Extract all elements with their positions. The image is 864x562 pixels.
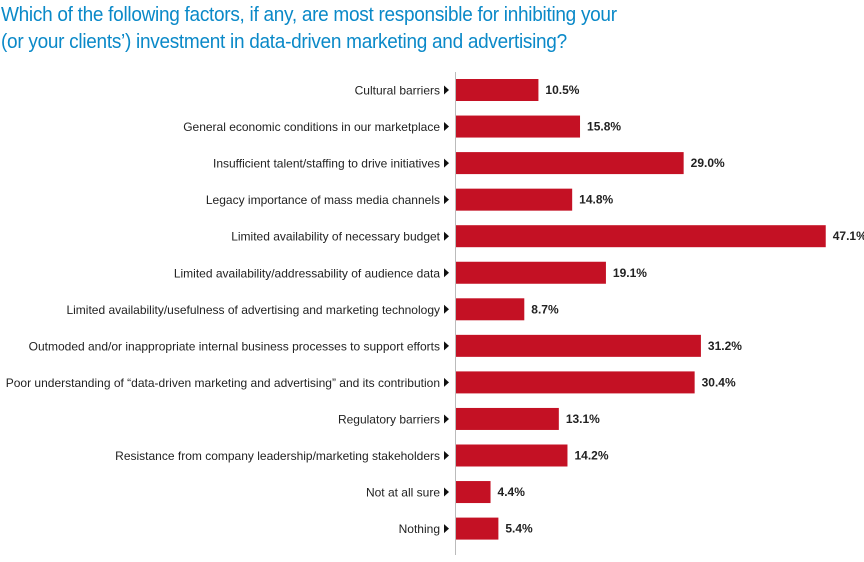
triangle-pointer-icon	[444, 377, 449, 387]
category-label: Resistance from company leadership/marke…	[115, 449, 440, 463]
bar	[456, 79, 539, 101]
value-label: 13.1%	[566, 412, 600, 426]
chart-title: Which of the following factors, if any, …	[1, 2, 818, 56]
chart-title-line-1: Which of the following factors, if any, …	[1, 4, 617, 26]
category-label: Limited availability/addressability of a…	[174, 266, 440, 280]
category-label: Insufficient talent/staffing to drive in…	[213, 157, 440, 171]
triangle-pointer-icon	[444, 524, 449, 534]
value-label: 5.4%	[505, 522, 533, 536]
value-label: 31.2%	[708, 339, 742, 353]
bar	[456, 444, 568, 467]
bar	[456, 225, 826, 248]
bar	[456, 407, 559, 430]
value-label: 4.4%	[498, 485, 526, 499]
value-label: 30.4%	[702, 375, 736, 389]
category-label: Nothing	[399, 522, 440, 536]
category-label: General economic conditions in our marke…	[183, 120, 440, 134]
triangle-pointer-icon	[444, 195, 449, 205]
bar	[456, 188, 573, 211]
triangle-pointer-icon	[444, 304, 449, 314]
bar	[456, 481, 491, 504]
value-label: 19.1%	[613, 266, 647, 280]
triangle-pointer-icon	[444, 85, 449, 95]
category-label: Limited availability of necessary budget	[231, 230, 440, 244]
value-label: 15.8%	[587, 120, 621, 134]
triangle-pointer-icon	[444, 122, 449, 132]
category-label: Regulatory barriers	[338, 412, 440, 426]
triangle-pointer-icon	[444, 341, 449, 351]
value-label: 47.1%	[833, 229, 864, 243]
bar	[456, 517, 499, 540]
bar	[456, 371, 695, 394]
category-label: Poor understanding of “data-driven marke…	[6, 376, 440, 390]
value-label: 14.2%	[574, 449, 608, 463]
triangle-pointer-icon	[444, 487, 449, 497]
value-label: 29.0%	[691, 156, 725, 170]
category-label: Legacy importance of mass media channels	[206, 193, 440, 207]
triangle-pointer-icon	[444, 231, 449, 241]
category-label: Limited availability/usefulness of adver…	[66, 303, 440, 317]
bar	[456, 115, 581, 138]
category-label: Not at all sure	[366, 486, 440, 500]
category-label: Outmoded and/or inappropriate internal b…	[29, 339, 440, 353]
value-label: 14.8%	[579, 193, 613, 207]
bar	[456, 152, 684, 175]
chart-title-line-2: (or your clients’) investment in data-dr…	[1, 31, 567, 53]
triangle-pointer-icon	[444, 451, 449, 460]
triangle-pointer-icon	[444, 268, 449, 278]
value-label: 8.7%	[531, 302, 559, 316]
bar	[456, 261, 606, 284]
value-label: 10.5%	[545, 83, 579, 97]
triangle-pointer-icon	[444, 158, 449, 168]
bar	[456, 334, 701, 357]
triangle-pointer-icon	[444, 414, 449, 424]
category-label: Cultural barriers	[355, 84, 440, 98]
bar	[456, 298, 525, 321]
